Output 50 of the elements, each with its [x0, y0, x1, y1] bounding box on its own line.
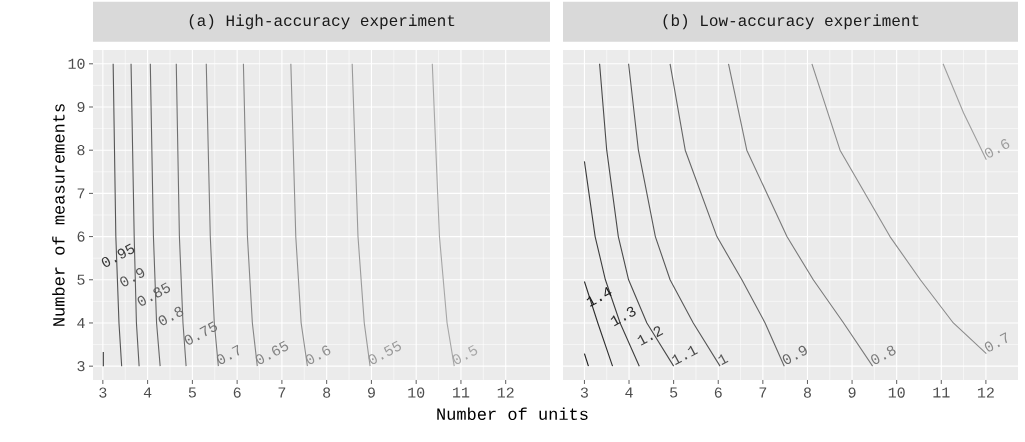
x-tick-label: 8: [803, 387, 811, 398]
y-tick-label: 3: [77, 361, 85, 372]
text: 0.6: [984, 139, 1010, 158]
x-tick-label: 6: [233, 387, 241, 398]
text: 0.8: [158, 306, 184, 326]
text: 0.9: [782, 345, 807, 365]
text: 0.95: [101, 243, 135, 267]
y-tick-label: 5: [77, 274, 85, 285]
y-tick-label: 9: [77, 101, 85, 113]
y-tick-label: 8: [77, 145, 85, 156]
x-tick-label: 7: [759, 387, 767, 398]
line-series: [290, 63, 308, 367]
x-tick-label: 3: [99, 387, 107, 398]
text: 0.7: [216, 344, 240, 365]
text: 0.6: [305, 345, 331, 365]
text: 0.75: [184, 321, 218, 345]
x-tick-label: 11: [933, 387, 950, 398]
x-tick-label: 12: [977, 387, 994, 398]
chart-title: (b) Low-accuracy experiment: [663, 14, 919, 30]
x-tick-label: 6: [714, 387, 722, 398]
text: 1.3: [610, 306, 636, 327]
x-tick-label: 12: [497, 387, 514, 398]
x-tick-label: 4: [625, 387, 633, 398]
text: 1: [718, 354, 729, 366]
y-tick-label: 7: [77, 188, 85, 199]
x-axis-title: Number of units: [437, 407, 588, 420]
text: 0.65: [255, 340, 289, 365]
x-tick-label: 5: [670, 387, 678, 398]
chart-title: (a) High-accuracy experiment: [189, 14, 455, 30]
text: 0.55: [368, 340, 402, 365]
text: 0.7: [984, 332, 1008, 352]
x-tick-label: 11: [453, 387, 470, 398]
x-tick-label: 3: [580, 387, 588, 398]
x-tick-label: 7: [278, 387, 286, 398]
x-tick-label: 5: [188, 387, 196, 398]
y-tick-label: 6: [77, 231, 85, 242]
x-tick-label: 8: [323, 387, 331, 398]
y-tick-label: 10: [68, 58, 85, 69]
text: 1.2: [637, 326, 664, 346]
y-axis-title: Number of measurements: [52, 104, 65, 326]
x-tick-label: 9: [367, 387, 375, 398]
y-tick-label: 4: [77, 318, 85, 328]
x-tick-label: 4: [143, 387, 152, 398]
x-tick-label: 10: [888, 387, 905, 398]
x-tick-label: 9: [848, 387, 856, 398]
text: 0.5: [452, 344, 478, 365]
x-tick-label: 10: [408, 387, 425, 398]
text: 1.1: [671, 345, 698, 366]
text: 1.4: [586, 286, 612, 307]
text: 0.8: [871, 345, 896, 365]
